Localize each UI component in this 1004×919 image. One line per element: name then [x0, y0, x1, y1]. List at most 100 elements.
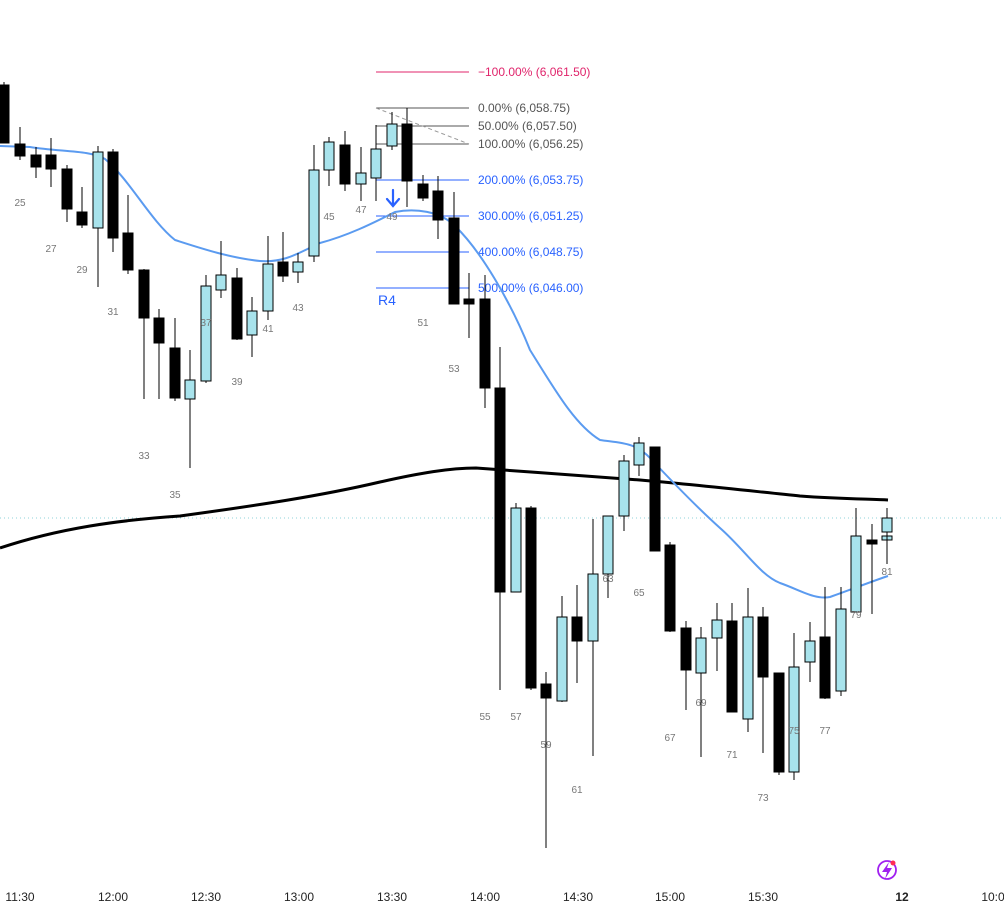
candle-44: [339, 131, 351, 191]
candle-body: [556, 616, 568, 702]
candle-47: [386, 112, 398, 150]
fast-ma-line: [0, 145, 889, 599]
candle-56: [525, 506, 537, 690]
candle-body: [277, 261, 289, 277]
candle-body: [448, 217, 460, 305]
candle-51: [448, 192, 460, 305]
bar-number-label: 27: [45, 244, 57, 255]
candle-38: [246, 297, 258, 357]
candle-77: [850, 508, 862, 613]
candle-body: [463, 298, 475, 305]
time-axis-tick: 13:30: [377, 890, 407, 904]
bar-number-labels: 25 27 29 31 33 35 37 39 41 43 45 47 49 51 53 55 57 59 61 63…: [14, 198, 893, 804]
fib-level-label: −100.00% (6,061.50): [478, 65, 590, 79]
candle-59: [571, 585, 583, 683]
candle-23: [14, 127, 26, 160]
candle-body: [571, 616, 583, 642]
bar-number-label: 63: [602, 574, 614, 585]
candle-27: [76, 187, 88, 228]
candle-body: [30, 154, 42, 168]
candle-body: [618, 460, 630, 517]
candle-body: [0, 84, 10, 144]
bar-number-label: 43: [292, 303, 304, 314]
fib-level: 500.00% (6,046.00): [376, 281, 583, 295]
bar-number-label: 77: [819, 726, 831, 737]
candle-body: [835, 608, 847, 692]
candle-body: [494, 387, 506, 593]
candle-body: [711, 619, 723, 639]
bar-number-label: 33: [138, 451, 150, 462]
candle-36: [215, 241, 227, 298]
candle-55: [510, 503, 522, 593]
bar-number-label: 69: [695, 698, 707, 709]
candle-25: [45, 138, 57, 187]
arrow-down-icon: [385, 188, 401, 208]
candle-61: [602, 515, 614, 598]
bar-number-label: 45: [323, 212, 335, 223]
candle-body: [525, 507, 537, 689]
fib-extension[interactable]: −100.00% (6,061.50) 0.00% (6,058.75) 50.00…: [375, 65, 590, 295]
candle-body: [169, 347, 181, 399]
fib-level: 0.00% (6,058.75): [376, 101, 570, 115]
bar-number-label: 41: [262, 324, 274, 335]
candle-63: [633, 437, 645, 476]
fib-level-label: 400.00% (6,048.75): [478, 245, 583, 259]
candle-78: [866, 524, 878, 614]
candle-body: [246, 310, 258, 336]
candles: [0, 82, 893, 848]
time-axis-tick: 12: [895, 890, 909, 904]
candle-74: [804, 622, 816, 682]
candle-80: [881, 508, 893, 546]
candle-53: [479, 275, 491, 408]
candle-body: [339, 144, 351, 185]
candle-body: [680, 627, 692, 671]
candle-body: [804, 640, 816, 663]
candle-66: [680, 621, 692, 710]
fib-level-label: 100.00% (6,056.25): [478, 137, 583, 151]
candle-body: [200, 285, 212, 382]
bar-number-label: 81: [881, 567, 893, 578]
time-axis-tick: 14:00: [470, 890, 500, 904]
candle-70: [742, 588, 754, 732]
time-axis-tick: 10:0: [981, 890, 1004, 904]
candle-35: [200, 275, 212, 383]
tradingview-lightning-icon[interactable]: [877, 860, 897, 880]
candle-75: [819, 587, 831, 699]
candle-body: [76, 211, 88, 226]
bar-number-label: 35: [169, 490, 181, 501]
candle-76: [835, 587, 847, 696]
candle-30: [122, 195, 134, 274]
candle-body: [14, 143, 26, 157]
annotations: R4: [378, 188, 401, 308]
candle-body: [819, 636, 831, 699]
candle-body: [370, 148, 382, 179]
candle-22: [0, 82, 10, 144]
candle-60: [587, 519, 599, 756]
fast-moving-average: [0, 145, 889, 599]
candle-24: [30, 147, 42, 178]
bar-number-label: 49: [386, 212, 398, 223]
candle-42: [308, 145, 320, 262]
time-axis-tick: 15:00: [655, 890, 685, 904]
candle-body: [881, 517, 893, 533]
time-axis-tick: 13:00: [284, 890, 314, 904]
candle-body: [355, 172, 367, 185]
candle-body: [479, 298, 491, 389]
candle-body: [587, 573, 599, 642]
candle-body: [61, 168, 73, 210]
candle-28: [92, 146, 104, 287]
candle-71: [757, 607, 769, 753]
candle-57: [540, 672, 552, 848]
candle-body: [633, 442, 645, 466]
bar-number-label: 51: [417, 318, 429, 329]
candle-body: [401, 123, 413, 182]
candle-body: [292, 261, 304, 273]
fib-level-label: 0.00% (6,058.75): [478, 101, 570, 115]
fib-level-label: 50.00% (6,057.50): [478, 119, 577, 133]
candle-body: [695, 637, 707, 674]
candle-body: [757, 616, 769, 678]
time-axis[interactable]: 11:30 12:00 12:30 13:00 13:30 14:00 14:30 15:00…: [0, 879, 1004, 904]
time-axis-tick: 12:00: [98, 890, 128, 904]
